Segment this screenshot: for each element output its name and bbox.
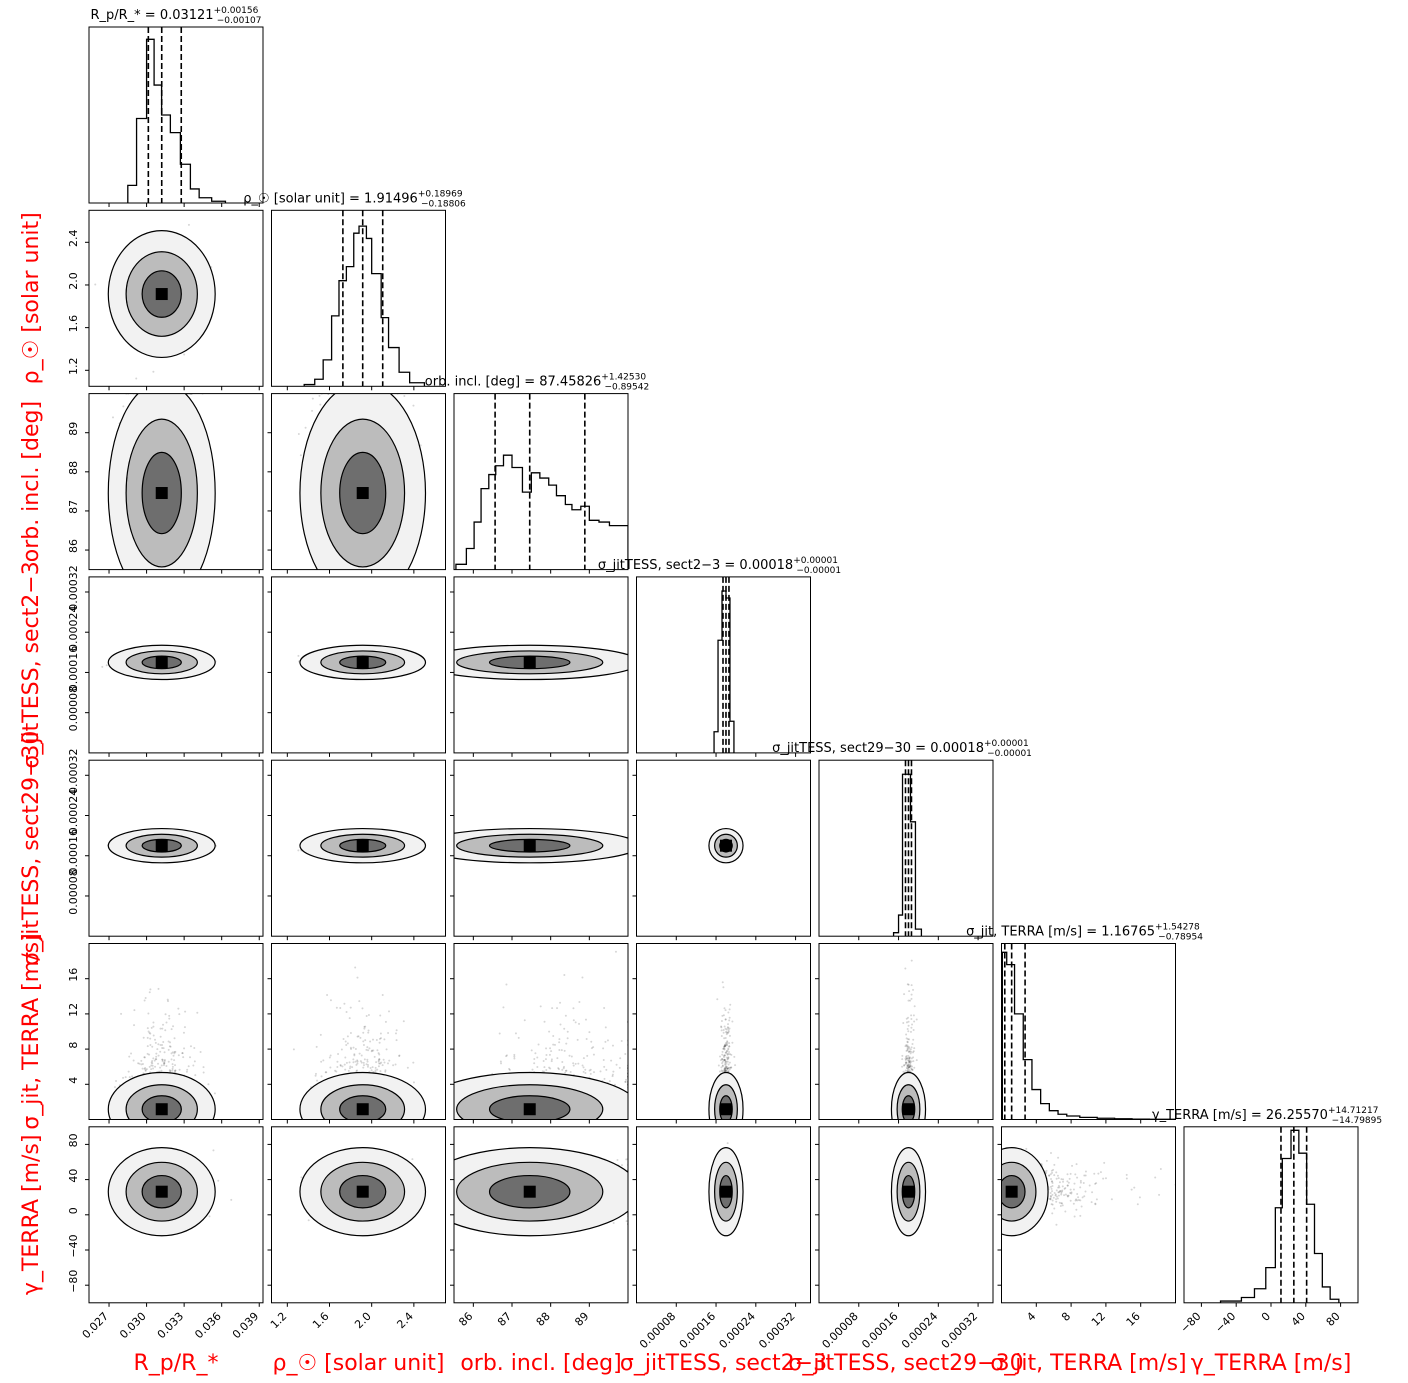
y-tick-label: 0.00016 [67, 646, 80, 692]
density-peak [155, 656, 168, 669]
y-tick-label: 87 [67, 500, 80, 514]
y-tick-label: 0.00008 [67, 686, 80, 732]
y-tick-label: 88 [67, 461, 80, 475]
histogram-panel-rp: R_p/R_* = 0.03121+0.00156 −0.00107 [88, 6, 264, 207]
y-tick-label: 0.00024 [67, 605, 80, 651]
sample-point [183, 353, 186, 356]
panel-title: ρ_☉ [solar unit] = 1.91496+0.18969 −0.188… [243, 189, 466, 209]
histogram-body [303, 210, 426, 387]
y-tick-label: 1.2 [67, 358, 80, 376]
sample-point [297, 654, 300, 657]
sample-point [304, 426, 307, 429]
sample-point [318, 394, 321, 397]
histogram-panel-inc: orb. incl. [deg] = 87.45826+1.42530 −0.89… [425, 373, 649, 574]
scatter-body [297, 644, 427, 681]
sample-point [319, 403, 322, 406]
scatter-body [297, 393, 427, 570]
scatter-panel-rp-vs-inc: 86 87 88 89 [67, 393, 264, 574]
panel-title: R_p/R_* = 0.03121+0.00156 −0.00107 [90, 6, 261, 26]
scatter-body [94, 223, 216, 380]
y-tick-label: 2.4 [67, 230, 80, 248]
panel-frame [271, 209, 446, 387]
density-peak [155, 487, 168, 500]
panel-title: orb. incl. [deg] = 87.45826+1.42530 −0.89… [425, 373, 649, 393]
panel-frame [271, 576, 446, 754]
panel-frame [271, 393, 446, 571]
panel-frame [88, 209, 264, 387]
density-peak [356, 487, 369, 500]
sample-point [101, 665, 104, 668]
sample-point [187, 223, 190, 226]
y-tick-label: 0.00032 [67, 565, 80, 611]
histogram-step-line [127, 38, 227, 203]
scatter-panel-rho-vs-jit23 [267, 576, 446, 757]
sample-point [299, 454, 302, 457]
histogram-panel-rho: ρ_☉ [solar unit] = 1.91496+0.18969 −0.188… [243, 189, 466, 391]
panel-frame [88, 576, 264, 754]
density-peak [155, 288, 168, 301]
histogram-step-line [455, 454, 628, 570]
sample-point [122, 405, 125, 408]
scatter-panel-rp-vs-rho: 1.2 1.6 2.0 2.4 [67, 209, 264, 391]
y-tick-label: 89 [67, 422, 80, 436]
sample-point [94, 283, 97, 286]
scatter-body [101, 644, 217, 681]
y-tick-label: 1.6 [67, 315, 80, 333]
sample-point [311, 409, 314, 412]
sample-point [403, 395, 406, 398]
panel-frame [88, 393, 264, 571]
sample-point [105, 664, 108, 667]
sample-point [135, 377, 138, 380]
sample-point [311, 397, 314, 400]
density-peak [356, 656, 369, 669]
sample-point [412, 404, 415, 407]
panel-frame [453, 393, 629, 571]
scatter-panel-rho-vs-inc [267, 393, 446, 574]
scatter-panel-inc-vs-jit23 [450, 576, 629, 757]
scatter-body [454, 644, 628, 681]
histogram-body [455, 393, 628, 570]
sample-point [297, 433, 300, 436]
y-tick-label: 2.0 [67, 272, 80, 290]
sample-point [152, 370, 155, 373]
scatter-body [107, 393, 216, 570]
sample-point [111, 416, 114, 419]
histogram-step-line [303, 225, 426, 387]
panel-frame [88, 26, 264, 204]
histogram-body [127, 27, 227, 203]
y-tick-label: 86 [67, 539, 80, 553]
